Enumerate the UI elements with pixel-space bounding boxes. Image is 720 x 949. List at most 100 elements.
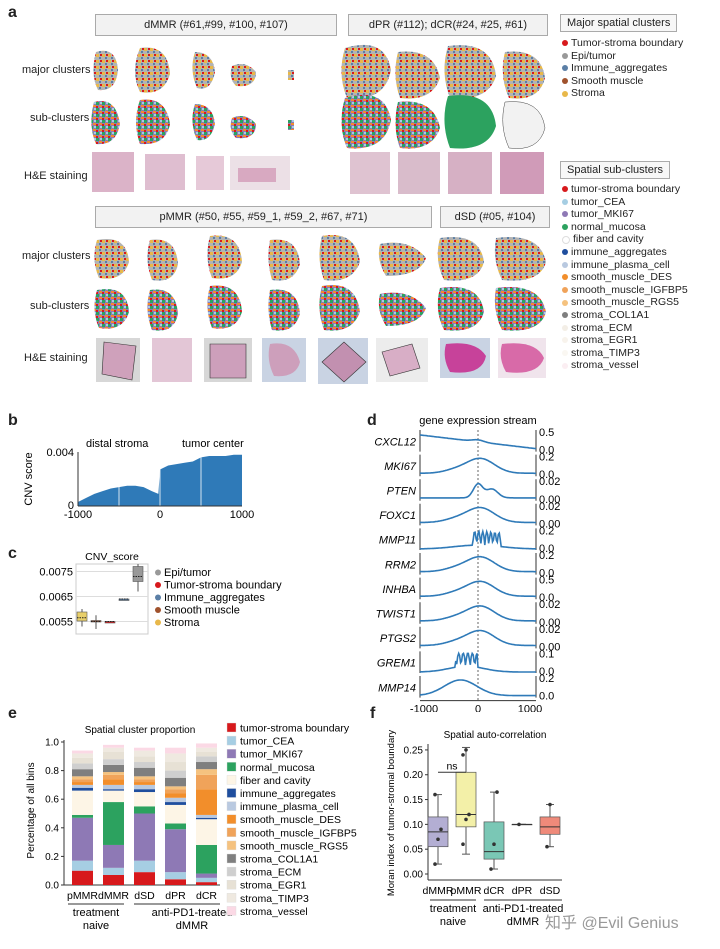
sub-legend: tumor-stroma boundary tumor_CEA tumor_MKI6… (562, 183, 688, 372)
legend-label: smooth_muscle_DES (571, 271, 672, 284)
gene-curve-ptgs2 (420, 629, 536, 647)
chart-f-moran-box: Spatial auto-correlation 0.00 0.05 0.10 0.15… (386, 730, 563, 928)
sub-legend-item: stroma_ECM (562, 322, 688, 335)
bar-segment-tumor-cea (103, 867, 124, 875)
bar-segment-stroma-ecm (165, 770, 186, 778)
bar-segment-stroma-vessel (103, 744, 124, 748)
bar-segment-tumor-mki67 (196, 873, 217, 878)
gene-label: TWIST1 (376, 609, 416, 621)
legend-dot (155, 619, 161, 626)
legend-label: stroma_ECM (240, 867, 301, 879)
bar-segment-stroma-col1a1 (103, 764, 124, 773)
legend-label: stroma_ECM (571, 321, 633, 334)
y-tick-label: 0.0 (45, 881, 59, 892)
bar-segment-smooth-muscle-des (134, 782, 155, 785)
legend-label: stroma_EGR1 (571, 334, 638, 347)
legend-dot (562, 52, 568, 59)
legend-label: stroma_vessel (240, 906, 308, 918)
legend-label: immune_aggregates (240, 788, 336, 800)
data-point (433, 862, 437, 866)
sub-legend-item: tumor-stroma boundary (562, 183, 688, 196)
box-4 (132, 566, 144, 582)
y-tick-label: 0 (68, 500, 74, 512)
bar-segment-stroma-col1a1 (196, 762, 217, 770)
gene-max-label: 0.5 (539, 575, 554, 587)
legend-label: normal_mucosa (240, 762, 315, 774)
tissue-major-dmmr (93, 47, 294, 93)
y-tick-label: 0.004 (46, 447, 74, 459)
y-axis-label: Moran index of tumor-stromal boundary (386, 730, 397, 897)
tissue-image-grid (91, 44, 546, 384)
data-point (467, 812, 471, 817)
gene-curve-inhba (420, 580, 536, 598)
legend-swatch (226, 840, 237, 851)
legend-dot (562, 186, 568, 193)
panel-label-d: d (367, 412, 377, 429)
data-point (464, 748, 468, 752)
bar-segment-smooth-muscle-igfbp5 (196, 774, 217, 790)
x-tick-label: dSD (540, 885, 561, 897)
tissue-major-dpr-dcr (341, 44, 545, 99)
legend-swatch (226, 722, 237, 733)
legend-label: tumor-stroma boundary (240, 723, 350, 735)
group-label: dMMR (176, 920, 208, 932)
x-tick-label: dCR (483, 885, 504, 897)
bar-segment-stroma-egr1 (134, 756, 155, 763)
bar-segment-stroma-vessel (72, 750, 93, 754)
group-label: dMMR (507, 916, 539, 928)
bar-segment-immune-plasma-cell (165, 797, 186, 803)
x-tick-label: 0 (157, 509, 163, 521)
sub-legend-item: tumor_CEA (562, 196, 688, 209)
chart-e-title: Spatial cluster proportion (85, 725, 196, 736)
y-tick-label: 0.20 (404, 770, 424, 781)
gene-min-label: 0.00 (539, 617, 560, 629)
legend-swatch (226, 788, 237, 798)
legend-label: smooth_muscle_IGFBP5 (571, 283, 688, 296)
legend-swatch (226, 749, 237, 759)
bar-segment-stroma-col1a1 (134, 767, 155, 777)
legend-dot (562, 261, 568, 268)
y-tick-label: 0.6 (45, 795, 59, 806)
legend-label: smooth_muscle_DES (240, 814, 341, 826)
row-label-major-bottom: major clusters (22, 250, 91, 262)
chart-c-cnv-box: CNV_score 0.0075 0.0065 0.0055 Epi/tumorTumo… (39, 551, 282, 635)
data-point (548, 802, 552, 807)
y-axis-label: Percentage of all bins (26, 762, 37, 858)
sub-legend-item: stroma_EGR1 (562, 334, 688, 347)
chart-f-title: Spatial auto-correlation (444, 730, 547, 741)
bar-segment-normal-mucosa (103, 802, 124, 845)
gene-label: INHBA (382, 584, 416, 596)
sub-legend-item: immune_plasma_cell (562, 259, 688, 272)
x-tick-label: dCR (196, 890, 217, 902)
bar-segment-smooth-muscle-rgs5 (196, 769, 217, 775)
legend-label: smooth_muscle_IGFBP5 (240, 827, 357, 839)
legend-dot (562, 198, 568, 205)
legend-dot (562, 90, 568, 97)
bar-segment-smooth-muscle-rgs5 (165, 786, 186, 790)
gene-max-label: 0.02 (539, 501, 560, 513)
bar-segment-smooth-muscle-igfbp5 (103, 774, 124, 780)
gene-max-label: 0.025 (539, 624, 560, 636)
legend-dot (562, 274, 568, 281)
y-tick-label: 0.0075 (39, 567, 73, 579)
gene-label: PTGS2 (380, 633, 416, 645)
legend-label: stroma_TIMP3 (240, 893, 309, 905)
data-point (517, 822, 521, 827)
group-label: treatment (73, 907, 119, 919)
legend-dot (562, 312, 568, 319)
legend-label: stroma_COL1A1 (571, 308, 650, 321)
legend-swatch (226, 735, 237, 746)
bar-segment-normal-mucosa (196, 844, 217, 874)
major-legend: Tumor-stroma boundary Epi/tumor Immune_a… (562, 37, 683, 100)
gene-min-label: 0.0 (539, 445, 554, 457)
panel-label-b: b (8, 412, 18, 429)
gene-max-label: 0.1 (539, 648, 554, 660)
major-legend-item: Stroma (562, 87, 683, 100)
legend-label: stroma_vessel (571, 359, 639, 372)
group-label: naive (440, 916, 466, 928)
legend-dot (562, 286, 568, 293)
bar-segment-tumor-cea (72, 860, 93, 871)
bar-segment-stroma-egr1 (165, 762, 186, 771)
bar-segment-immune-aggregates (134, 789, 155, 793)
plot-frame (75, 563, 149, 635)
